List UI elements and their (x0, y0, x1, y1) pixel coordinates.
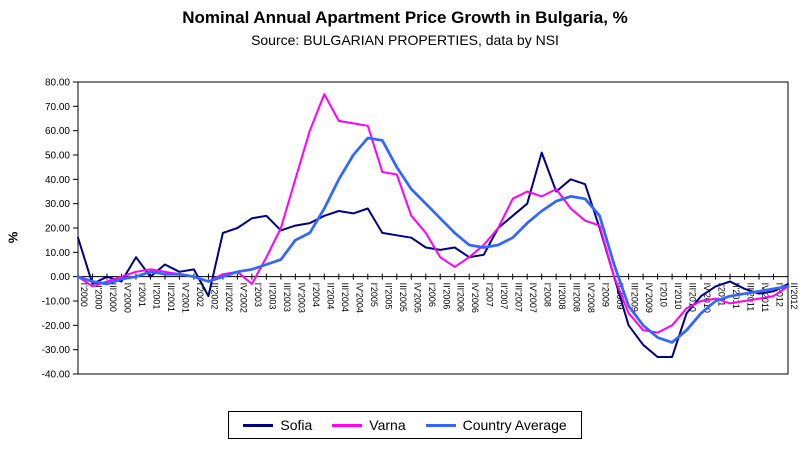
chart-subtitle: Source: BULGARIAN PROPERTIES, data by NS… (251, 32, 559, 48)
x-tick-label: III'2007 (514, 283, 524, 312)
x-tick-label: I'2000 (79, 283, 89, 307)
legend-label-country-average: Country Average (462, 417, 567, 433)
legend-label-varna: Varna (369, 417, 406, 433)
y-tick-label: -10.00 (42, 297, 71, 308)
legend-item-country-average: Country Average (425, 417, 567, 433)
y-tick-label: 70.00 (45, 102, 70, 113)
x-tick-label: III'2000 (108, 283, 118, 312)
legend-box: Sofia Varna Country Average (228, 411, 582, 439)
legend-item-varna: Varna (332, 417, 406, 433)
x-tick-label: II'2001 (151, 283, 161, 310)
x-tick-label: III'2002 (224, 283, 234, 312)
x-tick-label: II'2000 (93, 283, 103, 310)
x-tick-label: I'2009 (601, 283, 611, 307)
x-tick-label: I'2001 (137, 283, 147, 307)
x-tick-label: I'2010 (659, 283, 669, 307)
y-tick-label: 0.00 (51, 272, 71, 283)
x-tick-label: III'2010 (688, 283, 698, 312)
x-tick-label: IV'2007 (528, 283, 538, 313)
y-tick-label: 20.00 (45, 224, 70, 235)
x-tick-label: III'2003 (282, 283, 292, 312)
x-tick-label: I'2008 (543, 283, 553, 307)
x-tick-label: III'2009 (630, 283, 640, 312)
y-tick-label: 30.00 (45, 199, 70, 210)
x-tick-label: IV'2010 (702, 283, 712, 313)
x-tick-label: IV'2009 (644, 283, 654, 313)
y-tick-label: 10.00 (45, 248, 70, 259)
x-tick-label: IV'2008 (586, 283, 596, 313)
x-tick-label: I'2007 (485, 283, 495, 307)
x-tick-label: II'2006 (441, 283, 451, 310)
chart-container: Nominal Annual Apartment Price Growth in… (0, 8, 810, 463)
y-tick-label: -20.00 (42, 321, 71, 332)
x-tick-label: IV'2006 (470, 283, 480, 313)
x-tick-label: I'2005 (369, 283, 379, 307)
legend-label-sofia: Sofia (280, 417, 313, 433)
y-tick-label: 80.00 (45, 78, 70, 89)
x-tick-label: III'2008 (572, 283, 582, 312)
x-tick-label: IV'2001 (180, 283, 190, 313)
x-tick-label: IV'2004 (354, 283, 364, 313)
x-tick-label: I'2006 (427, 283, 437, 307)
x-tick-label: I'2002 (195, 283, 205, 307)
y-tick-label: 40.00 (45, 175, 70, 186)
x-tick-label: II'2004 (325, 283, 335, 310)
series-line-country-average (76, 136, 790, 344)
x-tick-label: II'2012 (789, 283, 799, 310)
y-tick-label: 50.00 (45, 151, 70, 162)
x-tick-label: III'2004 (340, 283, 350, 312)
x-tick-label: IV'2003 (296, 283, 306, 313)
y-tick-label: -30.00 (42, 345, 71, 356)
x-tick-label: II'2003 (267, 283, 277, 310)
y-axis-title: % (5, 231, 21, 244)
plot-area: -40.00 -30.00 -20.00 -10.00 0.00 10.00 20.00 30… (42, 78, 799, 381)
varna-line-swatch-icon (332, 423, 363, 427)
x-tick-label: I'2004 (311, 283, 321, 307)
x-tick-label: II'2005 (383, 283, 393, 310)
x-tick-label: III'2001 (166, 283, 176, 312)
sofia-line-swatch-icon (243, 423, 274, 427)
y-tick-label: -40.00 (42, 370, 71, 381)
x-tick-label: III'2006 (456, 283, 466, 312)
x-tick-label: II'2002 (209, 283, 219, 310)
chart-title: Nominal Annual Apartment Price Growth in… (182, 8, 628, 27)
x-tick-label: I'2003 (253, 283, 263, 307)
x-tick-label: III'2005 (398, 283, 408, 312)
x-tick-label: II'2008 (557, 283, 567, 310)
x-tick-label: IV'2000 (122, 283, 132, 313)
legend-item-sofia: Sofia (243, 417, 312, 433)
country-average-line-swatch-icon (425, 423, 456, 427)
x-tick-label: I'2012 (775, 283, 785, 307)
series-line-sofia (77, 151, 789, 358)
x-tick-label: IV'2005 (412, 283, 422, 313)
x-tick-label: I'2011 (717, 283, 727, 307)
plot-border (77, 81, 789, 375)
x-tick-label: II'2007 (499, 283, 509, 310)
y-tick-label: 60.00 (45, 126, 70, 137)
x-tick-label: II'2010 (673, 283, 683, 310)
x-tick-label: IV'2002 (238, 283, 248, 313)
x-tick-label: III'2011 (746, 283, 756, 312)
